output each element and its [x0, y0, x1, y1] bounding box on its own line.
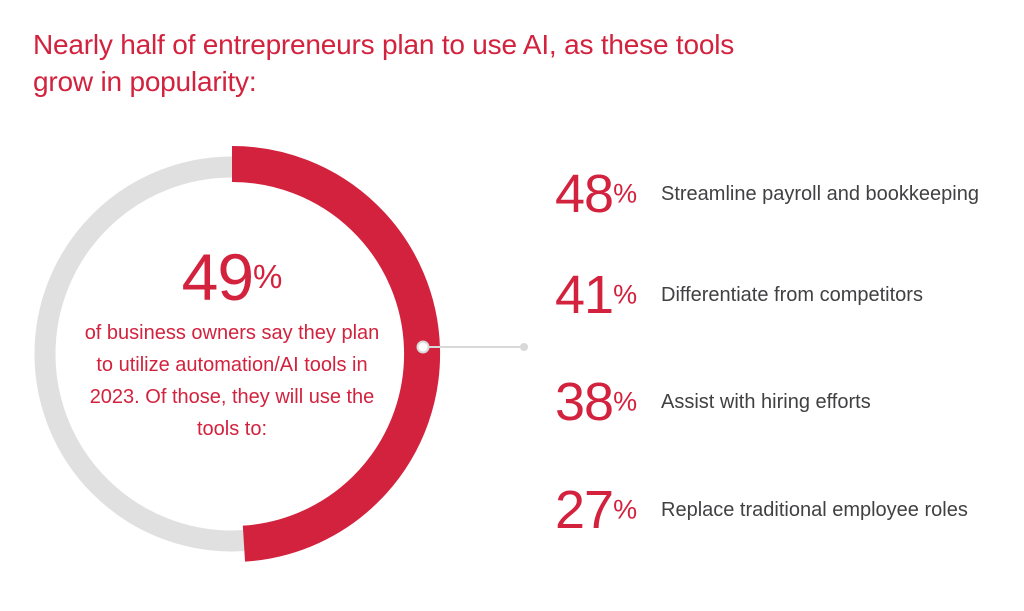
stat-value: 48% [555, 167, 655, 221]
donut-center-label: 49% of business owners say they plan to … [77, 244, 387, 445]
stat-label: Streamline payroll and bookkeeping [661, 183, 979, 205]
stat-item-replace: 27% Replace traditional employee roles [555, 482, 1015, 538]
stat-value: 38% [555, 375, 655, 429]
stat-number-text: 27 [555, 480, 614, 540]
stat-number-text: 38 [555, 372, 614, 432]
percent-sign: % [253, 258, 283, 296]
stat-item-payroll: 48% Streamline payroll and bookkeeping [555, 166, 1015, 222]
stat-item-differentiate: 41% Differentiate from competitors [555, 267, 1015, 323]
percent-sign: % [613, 178, 638, 209]
donut-center-value: 49% [77, 244, 387, 310]
donut-center-number: 49 [181, 240, 254, 314]
stat-value: 41% [555, 268, 655, 322]
stat-label: Assist with hiring efforts [661, 391, 871, 413]
stat-number-text: 48 [555, 164, 614, 224]
stat-label: Replace traditional employee roles [661, 499, 968, 521]
percent-sign: % [613, 494, 638, 525]
stat-item-hiring: 38% Assist with hiring efforts [555, 374, 1015, 430]
connector-end-dot [520, 343, 528, 351]
chart-title-line-1: Nearly half of entrepreneurs plan to use… [33, 29, 735, 60]
chart-title: Nearly half of entrepreneurs plan to use… [33, 26, 734, 100]
stat-value: 27% [555, 483, 655, 537]
chart-title-line-2: grow in popularity: [33, 66, 257, 97]
percent-sign: % [613, 386, 638, 417]
percent-sign: % [613, 279, 638, 310]
connector-start-dot [416, 340, 430, 354]
connector [416, 340, 528, 354]
stat-label: Differentiate from competitors [661, 284, 923, 306]
stat-number-text: 41 [555, 265, 614, 325]
donut-center-description: of business owners say they plan to util… [84, 322, 380, 440]
